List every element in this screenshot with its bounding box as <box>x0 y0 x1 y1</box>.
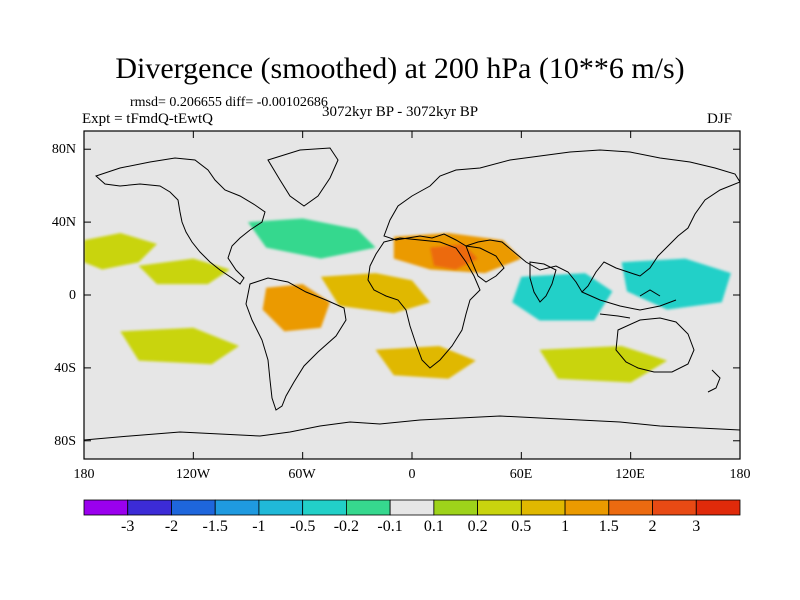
field-arabian-orange-core <box>430 244 478 270</box>
field-south-america-orange <box>262 284 330 332</box>
lat-label-40s: 40S <box>54 361 76 376</box>
lon-label-60w: 60W <box>288 467 316 482</box>
colorbar-swatch <box>302 499 347 516</box>
colorbar-label: 0.1 <box>423 518 444 535</box>
season-label: DJF <box>707 111 733 127</box>
colorbar-label: 1.5 <box>598 518 619 535</box>
field-west-pacific-negative <box>621 258 731 310</box>
north-america-coast <box>95 157 266 285</box>
colorbar-swatch <box>127 499 172 516</box>
lat-label-0: 0 <box>69 288 76 303</box>
colorbar-swatch <box>608 499 653 516</box>
colorbar-label: 3 <box>692 518 701 535</box>
lon-label-0: 0 <box>408 467 416 482</box>
divergence-field <box>84 218 731 383</box>
colorbar-swatch <box>477 499 522 516</box>
colorbar-swatch <box>258 499 304 516</box>
lon-label-120w: 120W <box>175 467 211 482</box>
greenland-coast <box>267 147 339 207</box>
africa-coast <box>367 237 481 369</box>
colorbar-label: -0.1 <box>377 518 403 535</box>
colorbar-swatch <box>652 499 697 516</box>
colorbar-label: -1 <box>252 518 266 535</box>
colorbar-label: -0.2 <box>333 518 360 535</box>
colorbar-swatch <box>171 499 216 516</box>
colorbar-swatch <box>83 499 129 516</box>
colorbar-swatch <box>564 499 610 516</box>
period-label: 3072kyr BP - 3072kyr BP <box>322 104 479 120</box>
field-south-atlantic-yellow <box>375 346 476 379</box>
colorbar-label: 0.2 <box>467 518 488 535</box>
colorbar-label: -1.5 <box>202 518 228 535</box>
colorbar-label: 0.5 <box>511 518 532 535</box>
india-coast <box>529 261 557 303</box>
coastlines <box>84 147 740 441</box>
lat-label-40n: 40N <box>51 215 76 230</box>
field-north-pacific-green <box>84 233 157 270</box>
lat-label-80s: 80S <box>54 434 76 449</box>
lon-label-180e: 180 <box>729 467 751 482</box>
colorbar-swatch <box>345 499 391 516</box>
colorbar-label: 2 <box>648 518 657 535</box>
lon-label-60e: 60E <box>509 467 533 482</box>
lat-label-80n: 80N <box>51 142 76 157</box>
australia-coast <box>615 317 695 373</box>
colorbar-swatch <box>520 499 566 516</box>
colorbar-swatch <box>389 499 435 516</box>
maritime-continent-coast <box>581 289 677 319</box>
south-america-coast <box>245 277 347 411</box>
axis-ticks <box>83 131 741 459</box>
field-south-indian-green <box>539 346 668 383</box>
experiment-label: Expt = tFmdQ-tEwtQ <box>82 111 213 127</box>
colorbar <box>83 499 741 516</box>
antarctica-coast <box>84 415 740 441</box>
field-south-pacific-green <box>120 327 239 365</box>
field-equatorial-atlantic-positive <box>320 273 431 314</box>
field-north-atlantic-cyan <box>248 218 376 259</box>
colorbar-label: -2 <box>164 518 179 535</box>
field-indian-ocean-negative <box>512 273 613 321</box>
lon-label-120e: 120E <box>615 467 645 482</box>
colorbar-label: -0.5 <box>290 518 316 535</box>
eurasia-coast <box>383 149 740 293</box>
lon-label-180w: 180 <box>73 467 95 482</box>
field-central-pacific-green <box>138 258 230 285</box>
stats-text: rmsd= 0.206655 diff= -0.00102686 <box>130 95 328 110</box>
new-zealand-coast <box>707 369 721 393</box>
colorbar-swatch <box>695 499 741 516</box>
colorbar-label: -3 <box>121 518 135 535</box>
map-title: Divergence (smoothed) at 200 hPa (10**6 … <box>115 52 685 85</box>
colorbar-label: 1 <box>561 518 570 535</box>
colorbar-swatch <box>214 499 260 516</box>
colorbar-swatch <box>433 499 478 516</box>
arabia-coast <box>465 245 505 283</box>
